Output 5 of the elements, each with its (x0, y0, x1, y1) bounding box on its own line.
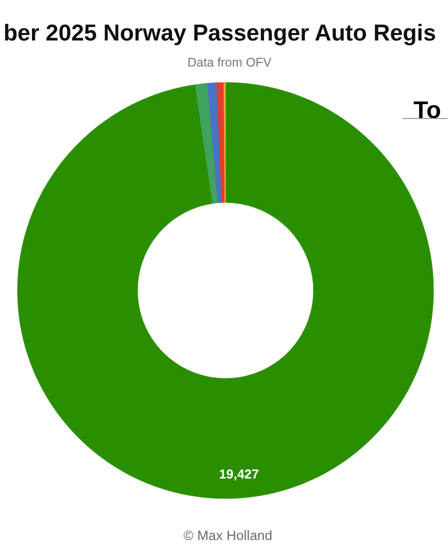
chart-subtitle: Data from OFV (187, 56, 272, 70)
data-label: 19,427 (219, 466, 259, 482)
text: © Max Holland (184, 528, 272, 543)
chart-title: ber 2025 Norway Passenger Auto Regis (4, 20, 436, 46)
text: To (414, 97, 442, 124)
